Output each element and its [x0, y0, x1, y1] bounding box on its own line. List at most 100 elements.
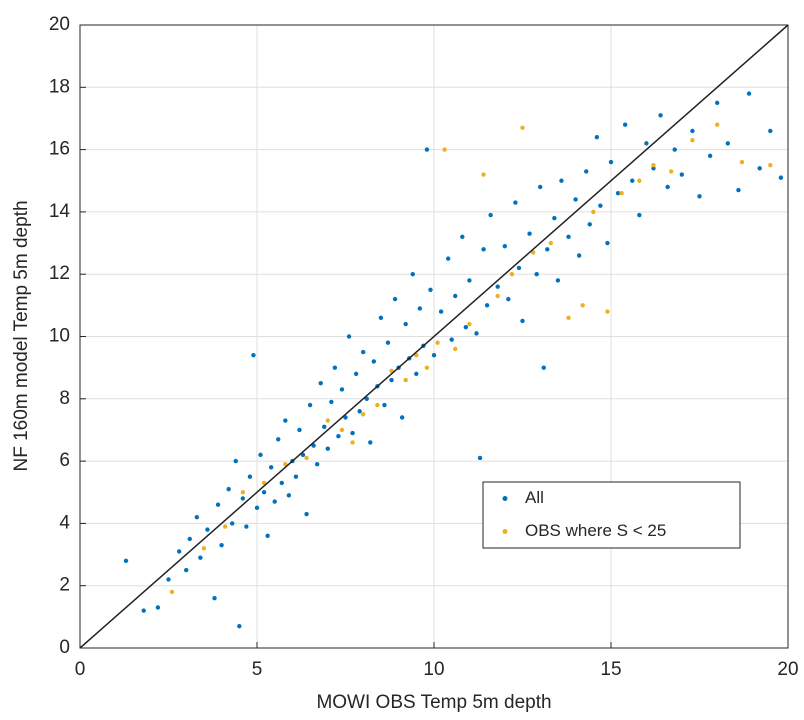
point [212, 595, 217, 601]
point [304, 455, 309, 461]
point [449, 337, 454, 342]
point [332, 365, 338, 370]
point [707, 153, 713, 159]
point [725, 141, 731, 146]
point [329, 399, 334, 405]
y-tick-label: 16 [49, 139, 70, 160]
point [325, 446, 330, 451]
point [339, 427, 345, 433]
point [651, 166, 656, 171]
point [268, 465, 274, 470]
point [371, 359, 377, 364]
point [591, 209, 596, 215]
point [715, 100, 720, 106]
point [314, 462, 320, 467]
point [346, 334, 352, 339]
point [414, 371, 419, 377]
point [230, 521, 235, 526]
point [559, 178, 564, 183]
point [417, 306, 423, 311]
point [605, 309, 610, 314]
point [240, 490, 246, 495]
y-tick-label: 2 [59, 575, 70, 596]
point [286, 493, 292, 498]
point [552, 215, 557, 221]
point [538, 184, 543, 190]
point [389, 368, 394, 373]
point [548, 240, 554, 246]
point [474, 331, 479, 336]
point [237, 623, 242, 629]
point [389, 377, 394, 383]
point [644, 141, 649, 146]
point [403, 321, 408, 327]
point [339, 387, 345, 392]
point [403, 377, 408, 383]
point [619, 191, 624, 196]
point [201, 546, 207, 551]
point [598, 203, 603, 208]
legend-marker [502, 496, 508, 501]
x-tick-label: 20 [777, 659, 798, 680]
point [265, 533, 270, 539]
point [385, 340, 391, 345]
point [283, 418, 288, 423]
point [247, 474, 253, 479]
x-axis-label: MOWI OBS Temp 5m depth [316, 692, 551, 713]
point [520, 318, 525, 324]
point [322, 424, 327, 430]
point [141, 608, 146, 613]
point [445, 256, 451, 261]
point [311, 443, 316, 448]
point [251, 352, 256, 358]
point [244, 524, 249, 529]
point [222, 524, 228, 529]
point [502, 243, 507, 249]
point [297, 427, 302, 433]
point [615, 191, 621, 196]
point [690, 128, 695, 134]
point [378, 315, 384, 321]
point [155, 605, 161, 610]
point [357, 409, 362, 414]
point [428, 287, 433, 292]
point [463, 324, 469, 330]
point [679, 172, 684, 177]
point [665, 184, 670, 190]
point [651, 162, 656, 168]
y-tick-label: 20 [49, 14, 70, 35]
point [622, 122, 628, 127]
point [530, 250, 536, 255]
point [166, 577, 171, 582]
point [399, 415, 405, 420]
point [336, 433, 341, 439]
point [608, 159, 614, 165]
x-tick-label: 0 [75, 659, 86, 680]
y-tick-label: 8 [59, 388, 70, 409]
point [276, 437, 281, 442]
point [343, 415, 348, 420]
point [573, 197, 578, 202]
point [368, 440, 373, 445]
point [300, 452, 306, 458]
point [495, 293, 500, 299]
y-tick-label: 10 [49, 326, 70, 347]
point [283, 462, 288, 467]
point [566, 315, 571, 321]
point [484, 303, 490, 308]
y-tick-label: 18 [49, 76, 70, 97]
point [414, 352, 419, 358]
point [453, 346, 458, 352]
point [361, 349, 366, 355]
x-tick-label: 10 [423, 659, 444, 680]
point [272, 499, 277, 504]
point [527, 231, 532, 236]
point [637, 178, 642, 183]
legend-marker [502, 529, 508, 534]
point [672, 147, 677, 152]
point [392, 296, 398, 302]
point [424, 365, 430, 370]
point [233, 458, 238, 464]
x-tick-label: 15 [600, 659, 621, 680]
